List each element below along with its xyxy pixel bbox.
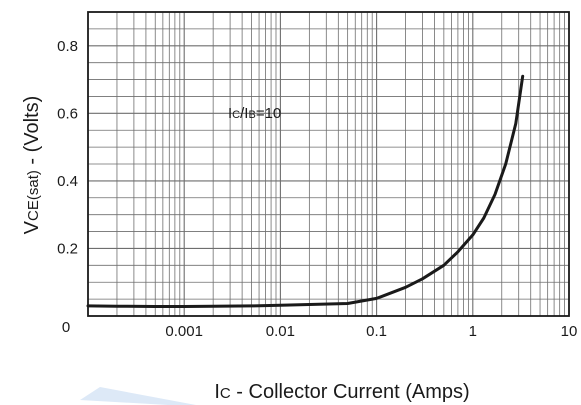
watermark-stroke <box>80 387 196 405</box>
x-axis-title: IC - Collector Current (Amps) <box>214 381 469 403</box>
x-tick-label: 0.01 <box>266 323 295 340</box>
y-tick-label: 0.6 <box>57 105 78 122</box>
x-tick-label: 0.1 <box>366 323 387 340</box>
x-tick-label: 1 <box>469 323 477 340</box>
y-tick-label: 0.8 <box>57 38 78 55</box>
data-layer <box>86 74 525 308</box>
y-tick-label: 0.2 <box>57 240 78 257</box>
y-tick-label: 0 <box>62 319 70 336</box>
annotation-ic-ib: IC/IB=10 <box>228 105 281 122</box>
grid-lines <box>88 12 569 316</box>
series-line <box>86 74 525 308</box>
y-tick-label: 0.4 <box>57 173 78 190</box>
x-tick-labels: 0.001 0.01 0.1 1 10 <box>165 323 577 340</box>
y-axis-title: VCE(sat) - (Volts) <box>21 96 43 235</box>
x-tick-label: 10 <box>561 323 578 340</box>
plot-frame <box>87 11 570 317</box>
y-tick-labels: 0 0.2 0.4 0.6 0.8 <box>57 38 78 336</box>
x-tick-label: 0.001 <box>165 323 203 340</box>
